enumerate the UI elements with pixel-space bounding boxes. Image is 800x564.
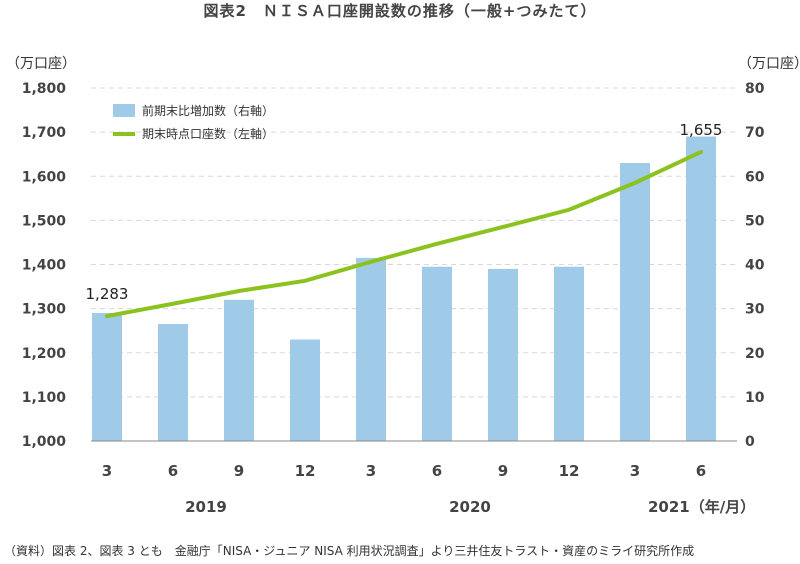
right-tick-label: 60 [745, 169, 765, 185]
right-axis-unit: （万口座） [738, 56, 800, 72]
right-tick-label: 20 [745, 346, 765, 362]
chart-title: 図表2 ＮＩＳＡ口座開設数の推移（一般+つみたて） [203, 2, 597, 20]
left-tick-label: 1,100 [22, 390, 67, 406]
right-tick-label: 30 [745, 302, 765, 318]
left-tick-label: 1,500 [22, 213, 67, 229]
left-tick-label: 1,200 [22, 346, 67, 362]
right-tick-label: 50 [745, 213, 765, 229]
bar [488, 268, 518, 441]
right-tick-label: 70 [745, 125, 765, 141]
bar [356, 257, 386, 441]
bar [290, 339, 320, 441]
right-tick-label: 0 [745, 434, 755, 450]
year-label: 2019 [185, 498, 227, 516]
right-tick-label: 80 [745, 81, 765, 97]
legend-line-label: 期末時点口座数（左軸） [142, 126, 274, 141]
x-tick-label: 6 [696, 462, 706, 480]
left-tick-label: 1,800 [22, 81, 67, 97]
x-tick-label: 3 [630, 462, 640, 480]
x-tick-label: 9 [498, 462, 508, 480]
year-label: 2021（年/月） [648, 498, 755, 516]
data-label: 1,283 [86, 285, 129, 303]
left-tick-label: 1,400 [22, 258, 67, 274]
right-tick-label: 10 [745, 390, 765, 406]
source-note: （資料）図表 2、図表 3 とも 金融庁「NISA・ジュニア NISA 利用状況… [4, 544, 695, 558]
bar [686, 136, 716, 441]
bar [224, 299, 254, 441]
legend-bar-label: 前期末比増加数（右軸） [142, 103, 274, 118]
bar [620, 163, 650, 441]
right-tick-label: 40 [745, 258, 765, 274]
left-tick-label: 1,300 [22, 302, 67, 318]
left-axis-unit: （万口座） [6, 56, 76, 72]
legend-bar-swatch [113, 104, 135, 117]
year-label: 2020 [449, 498, 491, 516]
plot-area: 1,000 1,100 1,200 1,300 1,400 1,500 1,600 1,700… [22, 81, 765, 516]
left-tick-label: 1,600 [22, 169, 67, 185]
line-series [105, 149, 703, 319]
bar [92, 313, 122, 441]
x-tick-label: 6 [432, 462, 442, 480]
x-tick-label: 12 [559, 462, 580, 480]
data-label: 1,655 [680, 121, 723, 139]
bar [422, 266, 452, 441]
x-tick-label: 12 [295, 462, 316, 480]
left-tick-label: 1,000 [22, 434, 67, 450]
x-tick-label: 6 [168, 462, 178, 480]
bar [158, 324, 188, 441]
bar [554, 266, 584, 441]
x-tick-label: 3 [102, 462, 112, 480]
x-tick-label: 3 [366, 462, 376, 480]
x-tick-label: 9 [234, 462, 244, 480]
left-tick-label: 1,700 [22, 125, 67, 141]
